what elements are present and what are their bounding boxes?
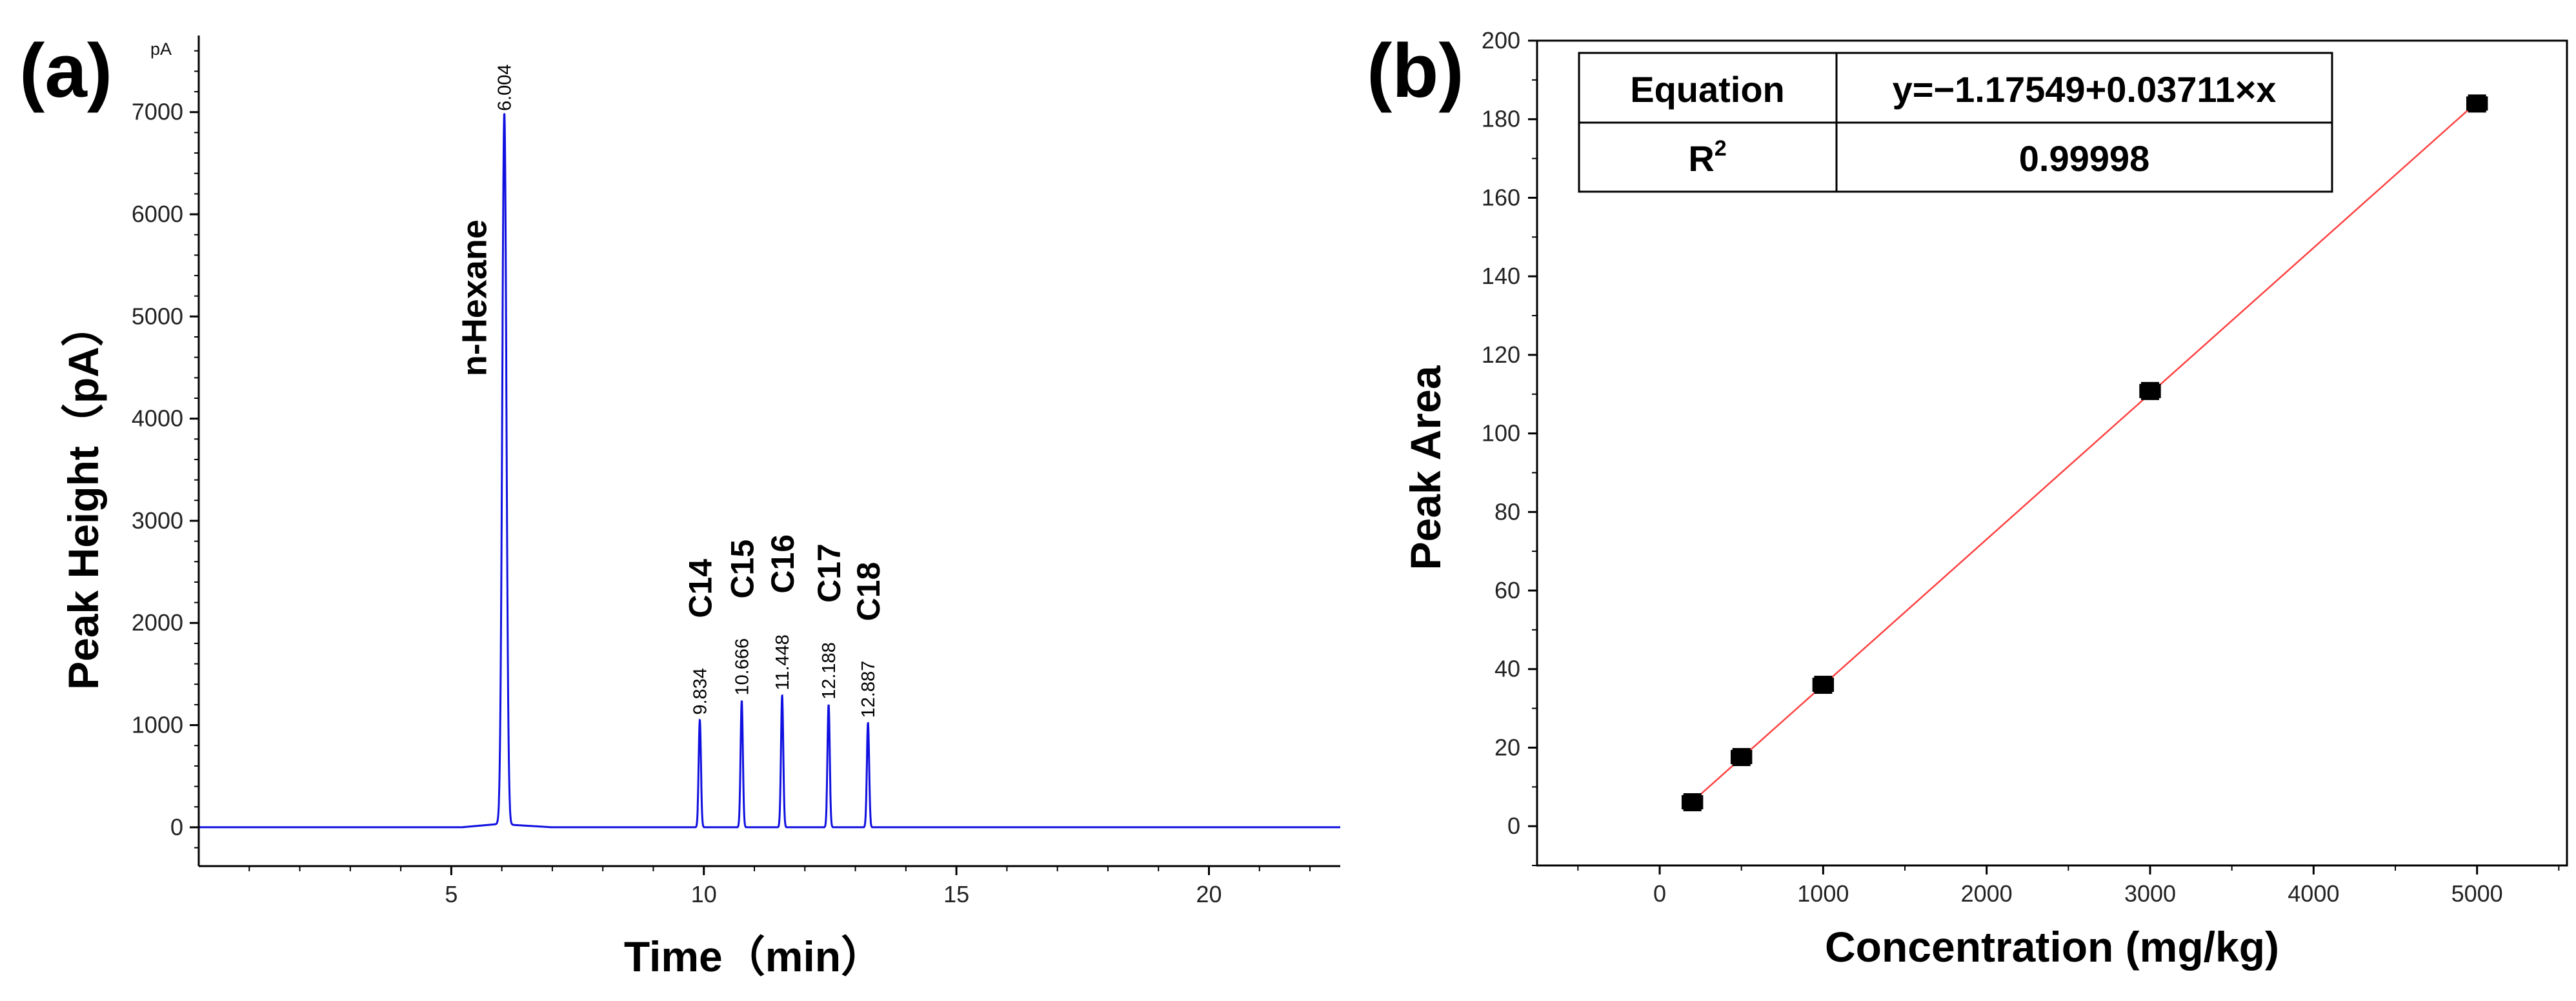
y-tick-label: 140 <box>1482 263 1520 289</box>
x-tick-label: 5000 <box>2451 880 2503 907</box>
compound-label: C15 <box>724 540 760 599</box>
y-tick-label: 4000 <box>132 405 183 432</box>
data-points <box>1681 94 2488 812</box>
data-marker <box>1814 676 1833 694</box>
x-tick-label: 15 <box>943 881 969 907</box>
panel-b-calibration: (b) 0 20 40 60 80 100 120 140 160 180 200 0 1000 200… <box>1367 27 2568 971</box>
x-tick-label: 4000 <box>2288 880 2339 907</box>
y-tick-label: 200 <box>1482 27 1520 54</box>
data-point <box>1681 793 1704 812</box>
compound-label: n-Hexane <box>456 219 494 376</box>
panel-a-chromatogram: (a) pA 0 1000 2000 3000 4000 5000 6000 7000 5 10… <box>19 28 1340 980</box>
equation-table: Equation y=−1.17549+0.03711×x R2 0.99998 <box>1578 52 2333 193</box>
x-axis-ticks: 0 1000 2000 3000 4000 5000 <box>1577 865 2560 907</box>
retention-time-label: 10.666 <box>732 638 752 696</box>
y-tick-label: 40 <box>1494 656 1520 682</box>
data-marker <box>2141 381 2159 400</box>
x-tick-label: 1000 <box>1797 880 1849 907</box>
table-equation-header: Equation <box>1630 69 1785 110</box>
retention-time-label: 11.448 <box>772 634 793 691</box>
data-point <box>2466 94 2488 113</box>
y-tick-label: 120 <box>1482 341 1520 368</box>
y-tick-label: 3000 <box>132 507 183 534</box>
x-tick-label: 20 <box>1196 881 1222 907</box>
x-tick-label: 10 <box>691 881 717 907</box>
y-axis-ticks: 0 1000 2000 3000 4000 5000 6000 7000 <box>132 50 199 849</box>
retention-time-label: 12.188 <box>819 642 840 700</box>
y-axis-title: Peak Height（pA） <box>59 304 107 690</box>
x-tick-label: 0 <box>1653 880 1666 907</box>
y-tick-label: 5000 <box>132 303 183 329</box>
data-marker <box>2468 94 2486 113</box>
data-point <box>2139 381 2161 400</box>
table-r2-value: 0.99998 <box>2019 138 2149 179</box>
compound-label: C18 <box>850 562 887 622</box>
retention-time-label: 12.887 <box>858 661 879 718</box>
data-marker <box>1683 793 1702 812</box>
table-equation-value: y=−1.17549+0.03711×x <box>1893 69 2277 110</box>
y-tick-label: 0 <box>1507 813 1520 839</box>
data-point <box>1812 676 1835 694</box>
x-tick-label: 5 <box>445 881 458 907</box>
retention-time-label: 9.834 <box>690 668 710 715</box>
data-marker <box>1732 748 1751 767</box>
peak-labels: 6.004 n-Hexane 9.834 C14 10.666 C15 11.448 C16 1… <box>456 64 887 718</box>
y-tick-label: 6000 <box>132 201 183 227</box>
y-axis-ticks: 0 20 40 60 80 100 120 140 160 180 200 <box>1482 27 1537 866</box>
y-tick-label: 160 <box>1482 184 1520 210</box>
y-tick-label: 180 <box>1482 106 1520 132</box>
y-tick-label: 2000 <box>132 609 183 636</box>
chromatogram-trace <box>199 113 1340 829</box>
y-unit-label: pA <box>150 39 172 59</box>
x-axis-ticks: 5 10 15 20 <box>248 866 1311 907</box>
y-tick-label: 80 <box>1494 498 1520 525</box>
retention-time-label: 6.004 <box>495 64 516 111</box>
x-tick-label: 2000 <box>1961 880 2013 907</box>
y-tick-label: 0 <box>170 814 183 840</box>
data-point <box>1730 748 1753 767</box>
regression-line <box>1691 101 2478 803</box>
y-axis-title: Peak Area <box>1402 365 1449 570</box>
y-tick-label: 1000 <box>132 712 183 738</box>
x-tick-label: 3000 <box>2124 880 2176 907</box>
compound-label: C16 <box>765 534 801 594</box>
table-r2-header: R2 <box>1688 136 1726 179</box>
y-tick-label: 100 <box>1482 420 1520 447</box>
plot-frame <box>1536 39 2568 867</box>
panel-a-label: (a) <box>19 28 112 114</box>
compound-label: C17 <box>811 543 847 603</box>
y-tick-label: 60 <box>1494 577 1520 603</box>
panel-b-label: (b) <box>1367 28 1464 114</box>
y-tick-label: 20 <box>1494 734 1520 760</box>
y-tick-label: 7000 <box>132 99 183 125</box>
x-axis-title: Time（min） <box>624 933 883 980</box>
compound-label: C14 <box>682 559 718 618</box>
x-axis-title: Concentration (mg/kg) <box>1825 923 2279 971</box>
